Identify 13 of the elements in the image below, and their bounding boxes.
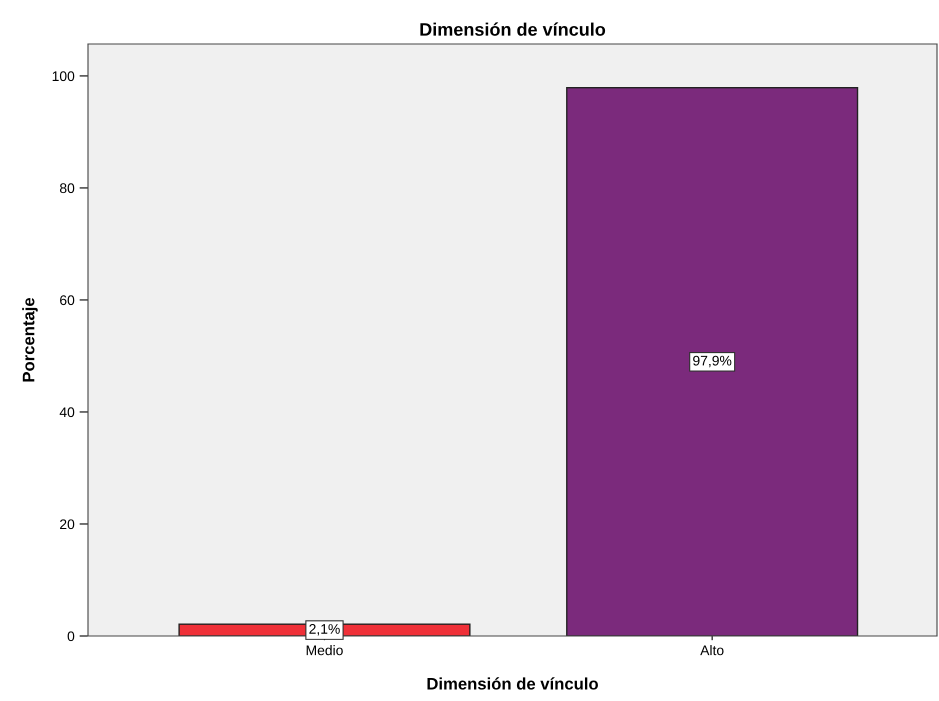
y-tick-label: 80 (60, 183, 74, 194)
y-tick-label: 0 (68, 631, 74, 642)
chart-title: Dimensión de vínculo (420, 22, 606, 36)
data-label: 97,9% (693, 356, 732, 368)
y-tick-label: 40 (60, 407, 74, 418)
data-label: 2,1% (309, 624, 340, 636)
y-tick-label: 20 (60, 519, 74, 530)
y-tick-label: 100 (52, 71, 74, 82)
x-axis-title: Dimensión de vínculo (427, 677, 598, 690)
y-axis-title: Porcentaje (22, 298, 38, 382)
x-tick-label: Alto (700, 645, 724, 656)
y-tick-label: 60 (60, 295, 74, 306)
x-tick-label: Medio (306, 645, 343, 656)
